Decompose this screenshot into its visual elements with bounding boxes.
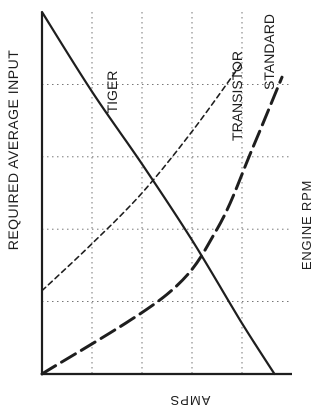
x-axis-label: AMPS xyxy=(170,393,211,408)
series-label-standard: STANDARD xyxy=(261,14,277,90)
series-lines xyxy=(40,10,284,376)
series-line-standard xyxy=(41,61,243,292)
series-label-transistor: TRANSISTOR xyxy=(229,51,245,141)
series-label-tiger: TIGER xyxy=(104,71,120,114)
plot-frame xyxy=(40,12,292,376)
y-axis-label: REQUIRED AVERAGE INPUT xyxy=(5,50,21,251)
series-line-transistor xyxy=(40,75,284,376)
right-axis-label: ENGINE RPM xyxy=(299,180,314,270)
grid-lines xyxy=(42,12,292,374)
series-line-tiger xyxy=(40,10,276,376)
